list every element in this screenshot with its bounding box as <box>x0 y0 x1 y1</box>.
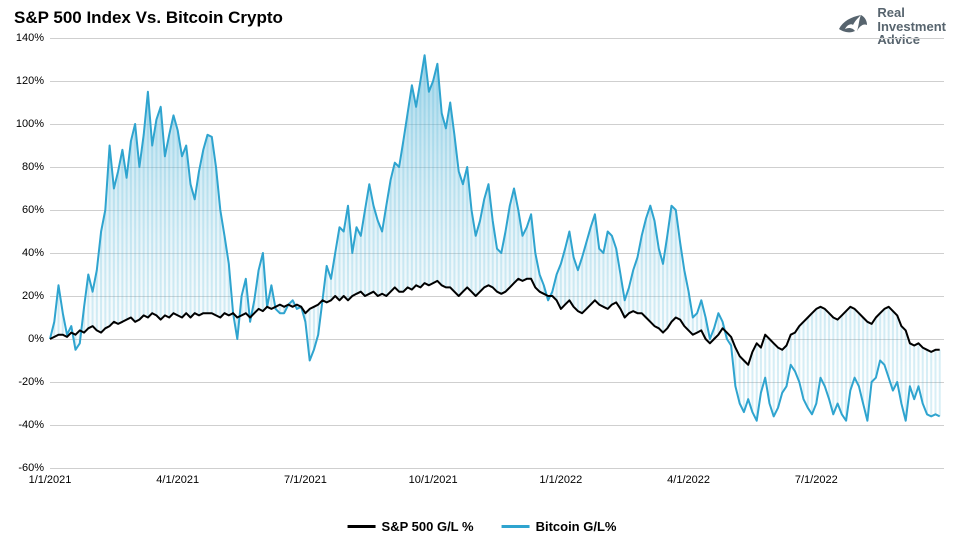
y-tick-label: -20% <box>18 376 44 388</box>
y-tick-label: 40% <box>22 247 44 259</box>
x-tick-label: 10/1/2021 <box>409 474 458 486</box>
y-tick-label: -60% <box>18 462 44 474</box>
x-tick-label: 7/1/2022 <box>795 474 838 486</box>
chart-svg <box>50 38 944 468</box>
gridline <box>50 468 944 469</box>
logo-line-1: Real <box>877 6 946 20</box>
y-tick-label: 0% <box>28 333 44 345</box>
y-tick-label: 20% <box>22 290 44 302</box>
logo-line-2: Investment <box>877 20 946 34</box>
y-tick-label: 80% <box>22 161 44 173</box>
y-tick-label: 100% <box>16 118 44 130</box>
y-tick-label: -40% <box>18 419 44 431</box>
chart-plot-area: -60%-40%-20%0%20%40%60%80%100%120%140%1/… <box>50 38 944 468</box>
x-tick-label: 1/1/2022 <box>539 474 582 486</box>
legend-label: Bitcoin G/L% <box>536 519 617 534</box>
y-tick-label: 140% <box>16 32 44 44</box>
chart-legend: S&P 500 G/L % Bitcoin G/L% <box>348 519 617 534</box>
legend-swatch <box>502 525 530 528</box>
chart-title: S&P 500 Index Vs. Bitcoin Crypto <box>14 8 283 28</box>
y-tick-label: 120% <box>16 75 44 87</box>
legend-item: Bitcoin G/L% <box>502 519 617 534</box>
x-tick-label: 1/1/2021 <box>29 474 72 486</box>
legend-label: S&P 500 G/L % <box>382 519 474 534</box>
x-tick-label: 4/1/2021 <box>156 474 199 486</box>
x-tick-label: 7/1/2021 <box>284 474 327 486</box>
x-tick-label: 4/1/2022 <box>667 474 710 486</box>
legend-item: S&P 500 G/L % <box>348 519 474 534</box>
y-tick-label: 60% <box>22 204 44 216</box>
eagle-icon <box>837 11 871 41</box>
legend-swatch <box>348 525 376 528</box>
